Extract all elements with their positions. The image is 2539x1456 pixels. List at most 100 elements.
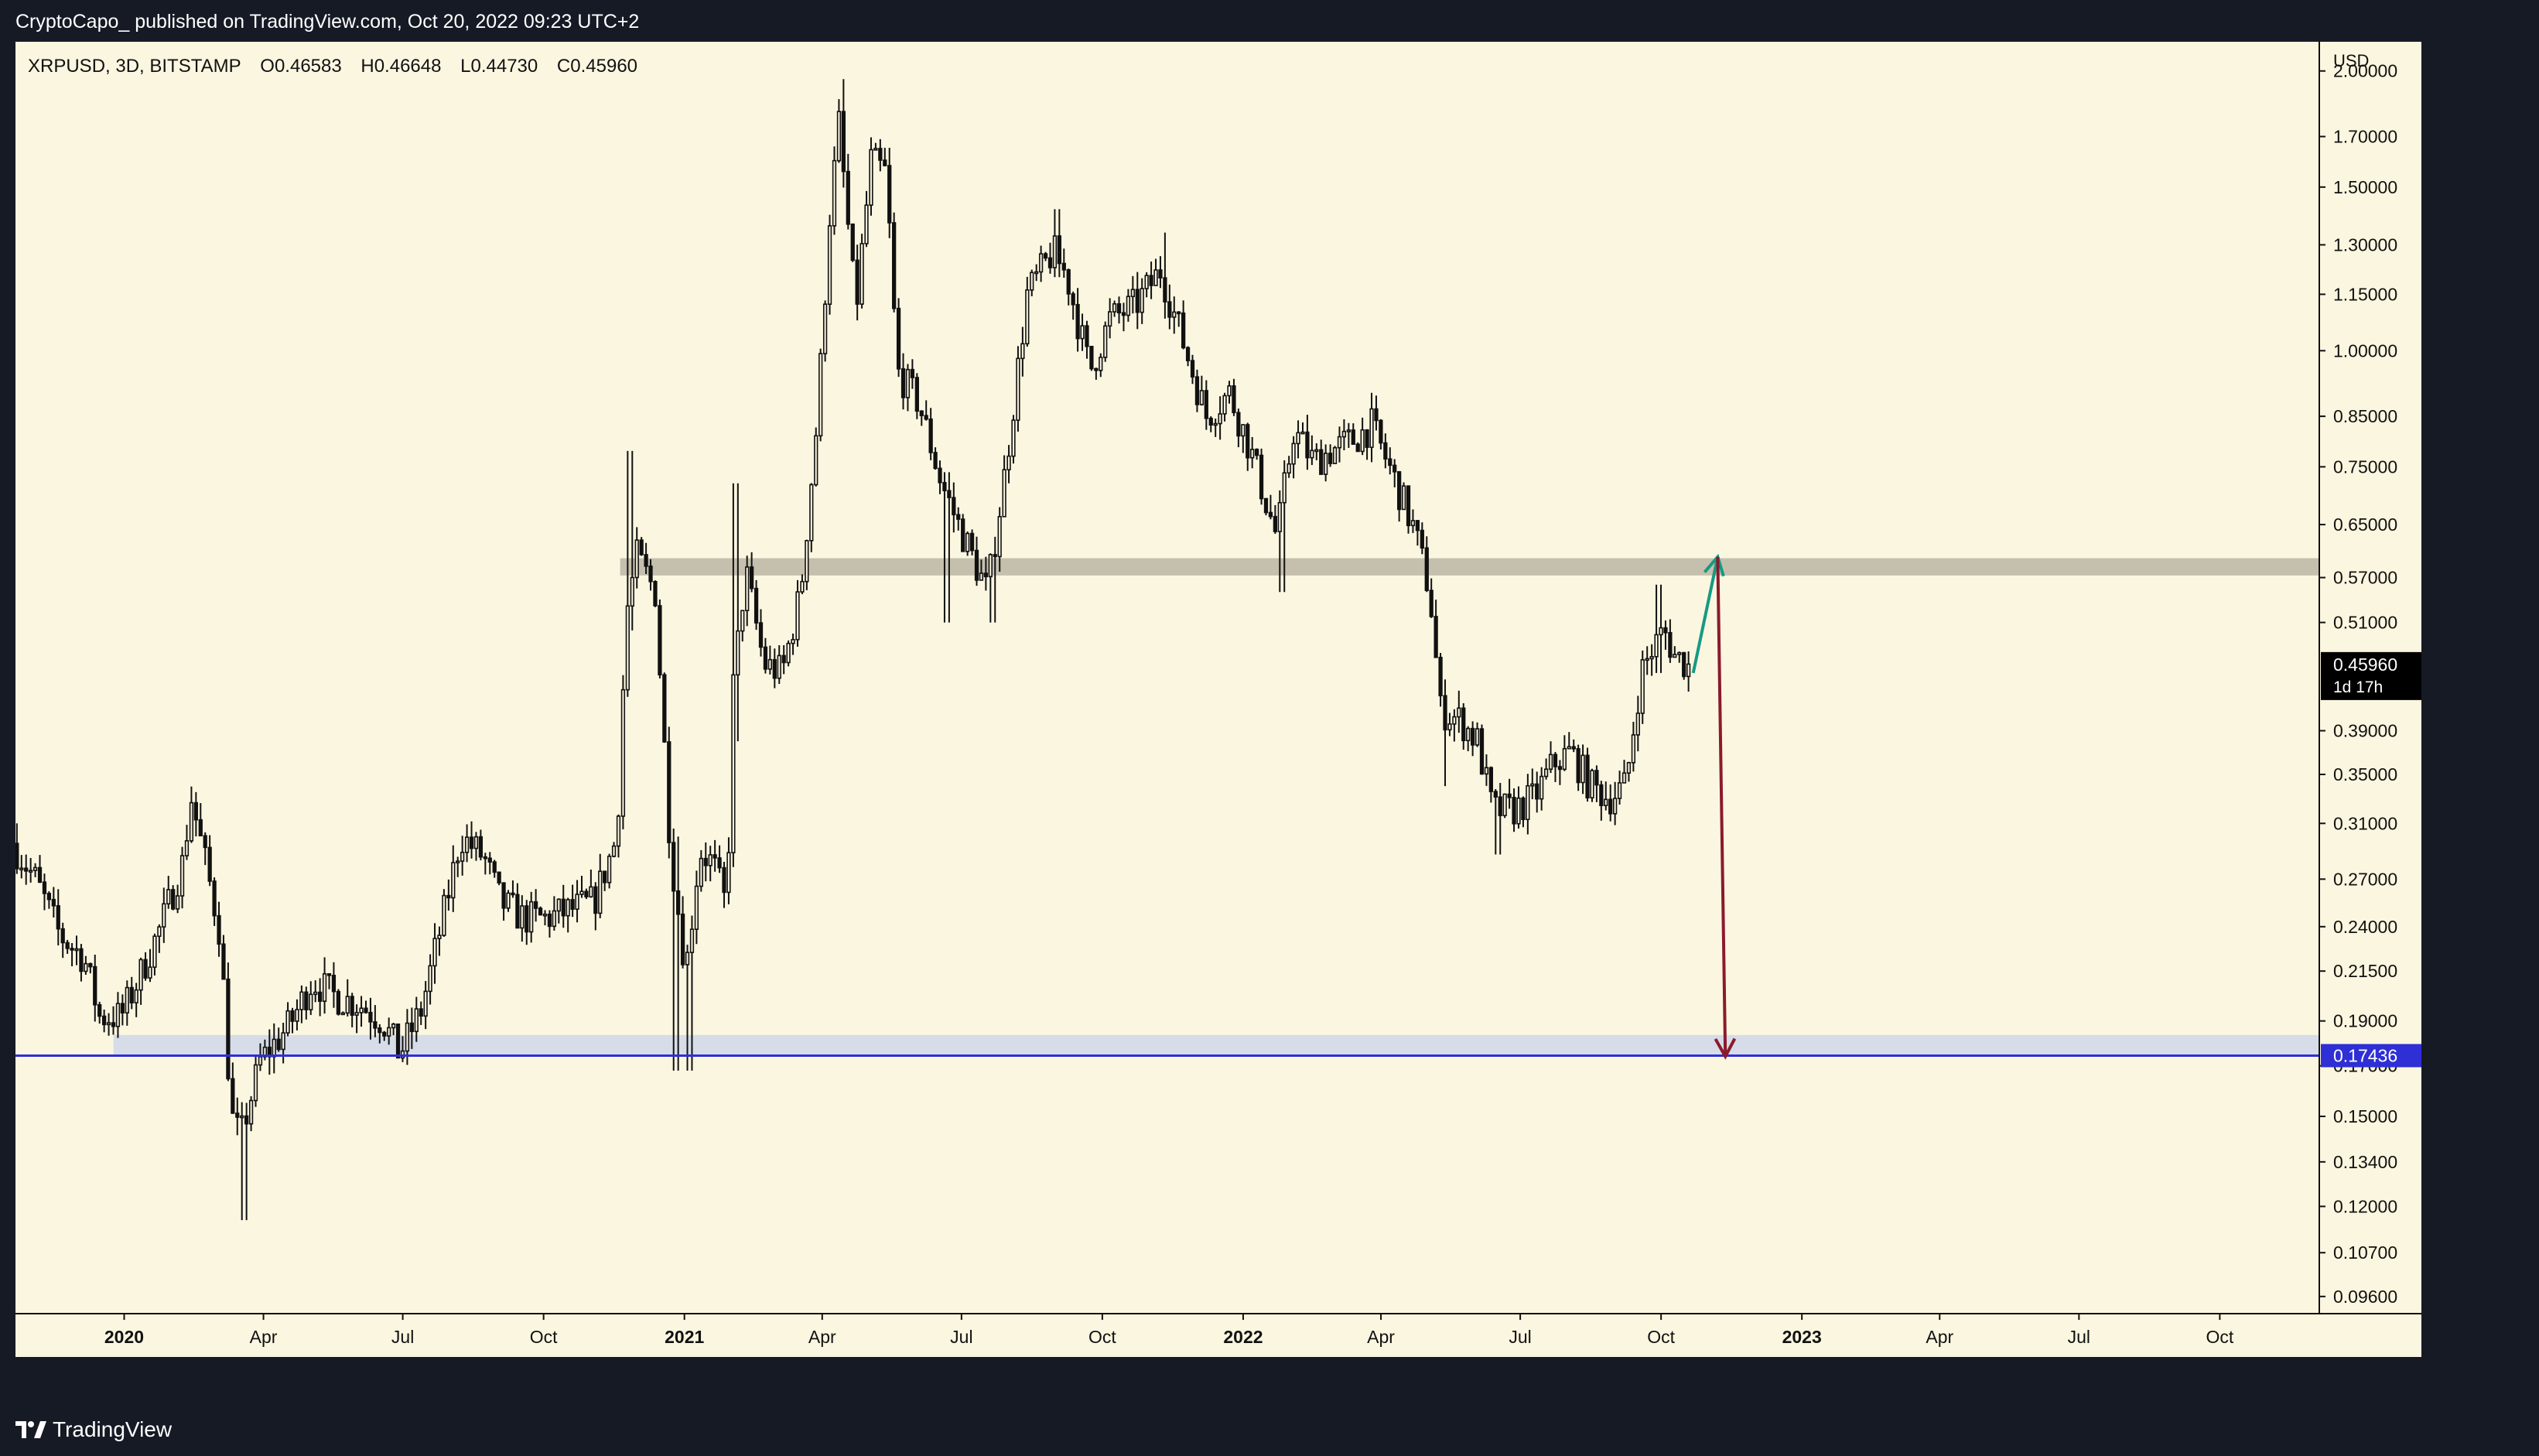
candle-body[interactable] [1332, 446, 1338, 464]
resistance-zone[interactable] [620, 558, 2319, 576]
candle-body[interactable] [1263, 497, 1269, 514]
candle-body[interactable] [1608, 798, 1613, 815]
candle-body[interactable] [887, 165, 892, 224]
candle-body[interactable] [115, 1003, 121, 1027]
candle-body[interactable] [1071, 293, 1075, 306]
candle-body[interactable] [758, 622, 764, 648]
candle-body[interactable] [391, 1023, 396, 1029]
candle-body[interactable] [1461, 707, 1466, 742]
candle-body[interactable] [634, 539, 639, 579]
candle-body[interactable] [1246, 424, 1250, 459]
candle-body[interactable] [822, 303, 828, 354]
candle-body[interactable] [1493, 791, 1498, 798]
candle-body[interactable] [193, 801, 198, 821]
candle-body[interactable] [258, 1056, 263, 1066]
candle-body[interactable] [579, 890, 584, 895]
candle-body[interactable] [460, 851, 465, 862]
candle-body[interactable] [1668, 632, 1673, 658]
candle-body[interactable] [1654, 634, 1659, 658]
candle-body[interactable] [846, 170, 850, 225]
candle-body[interactable] [79, 948, 84, 972]
candle-body[interactable] [1355, 443, 1360, 453]
candle-body[interactable] [1020, 343, 1025, 360]
candle-body[interactable] [1686, 663, 1691, 678]
candle-body[interactable] [515, 894, 520, 929]
candle-body[interactable] [533, 901, 538, 909]
candle-body[interactable] [1539, 775, 1544, 800]
candle-body[interactable] [148, 966, 152, 979]
candle-body[interactable] [1640, 659, 1645, 714]
candle-body[interactable] [814, 435, 818, 486]
candle-body[interactable] [1241, 424, 1246, 437]
candle-body[interactable] [1250, 449, 1255, 459]
candle-body[interactable] [745, 566, 750, 611]
candle-body[interactable] [272, 1038, 276, 1058]
candle-body[interactable] [373, 1021, 378, 1029]
candle-body[interactable] [1204, 390, 1208, 419]
candle-body[interactable] [1682, 651, 1686, 678]
candle-body[interactable] [947, 490, 952, 498]
candle-body[interactable] [235, 1113, 240, 1118]
candle-body[interactable] [965, 532, 970, 552]
candle-body[interactable] [1177, 311, 1181, 315]
candle-body[interactable] [1126, 296, 1131, 316]
candle-body[interactable] [1181, 312, 1186, 349]
candle-body[interactable] [1140, 288, 1144, 313]
candle-body[interactable] [1190, 360, 1195, 378]
candle-body[interactable] [561, 898, 566, 917]
candle-body[interactable] [1287, 463, 1291, 474]
candle-body[interactable] [253, 1064, 258, 1102]
candle-body[interactable] [795, 591, 800, 641]
candle-body[interactable] [120, 1003, 125, 1013]
candle-body[interactable] [956, 514, 961, 520]
candle-body[interactable] [451, 862, 456, 899]
candle-body[interactable] [805, 540, 809, 583]
candle-body[interactable] [1379, 419, 1383, 444]
candle-body[interactable] [207, 846, 212, 882]
candle-body[interactable] [125, 986, 129, 1013]
candle-body[interactable] [24, 867, 29, 872]
candle-body[interactable] [1374, 408, 1379, 422]
candle-body[interactable] [331, 974, 337, 993]
candle-body[interactable] [56, 905, 60, 930]
candle-body[interactable] [152, 935, 157, 968]
candle-body[interactable] [1434, 616, 1438, 658]
candle-body[interactable] [400, 1050, 405, 1059]
candle-body[interactable] [46, 893, 52, 901]
candle-body[interactable] [326, 972, 332, 976]
candle-body[interactable] [405, 1022, 410, 1052]
candle-body[interactable] [648, 566, 653, 583]
candle-body[interactable] [1135, 289, 1140, 313]
candle-body[interactable] [1254, 449, 1259, 456]
candle-body[interactable] [1066, 268, 1071, 295]
candle-body[interactable] [309, 993, 313, 1010]
candle-body[interactable] [1567, 746, 1571, 750]
candle-body[interactable] [1580, 754, 1585, 784]
candle-body[interactable] [1130, 289, 1135, 298]
candle-body[interactable] [639, 539, 644, 555]
candle-body[interactable] [1300, 431, 1305, 435]
candle-body[interactable] [1268, 511, 1273, 518]
tradingview-logo[interactable]: TradingView [15, 1417, 172, 1442]
candle-body[interactable] [1158, 269, 1163, 279]
candle-body[interactable] [276, 1038, 281, 1051]
candle-body[interactable] [896, 307, 901, 370]
candle-body[interactable] [1218, 413, 1222, 425]
candle-body[interactable] [1194, 376, 1200, 405]
candle-body[interactable] [924, 415, 928, 420]
candle-body[interactable] [1604, 798, 1608, 806]
candle-body[interactable] [51, 898, 56, 907]
candle-body[interactable] [189, 801, 194, 842]
candle-body[interactable] [1075, 303, 1080, 340]
candle-body[interactable] [1571, 746, 1576, 750]
candle-body[interactable] [221, 943, 226, 980]
candle-body[interactable] [827, 225, 832, 305]
candle-body[interactable] [1185, 347, 1191, 361]
candle-body[interactable] [662, 674, 667, 743]
candle-body[interactable] [933, 452, 938, 470]
candle-body[interactable] [791, 638, 795, 644]
candle-body[interactable] [818, 353, 823, 437]
candle-body[interactable] [1507, 793, 1512, 798]
candle-body[interactable] [1663, 627, 1668, 634]
candle-body[interactable] [65, 942, 70, 949]
